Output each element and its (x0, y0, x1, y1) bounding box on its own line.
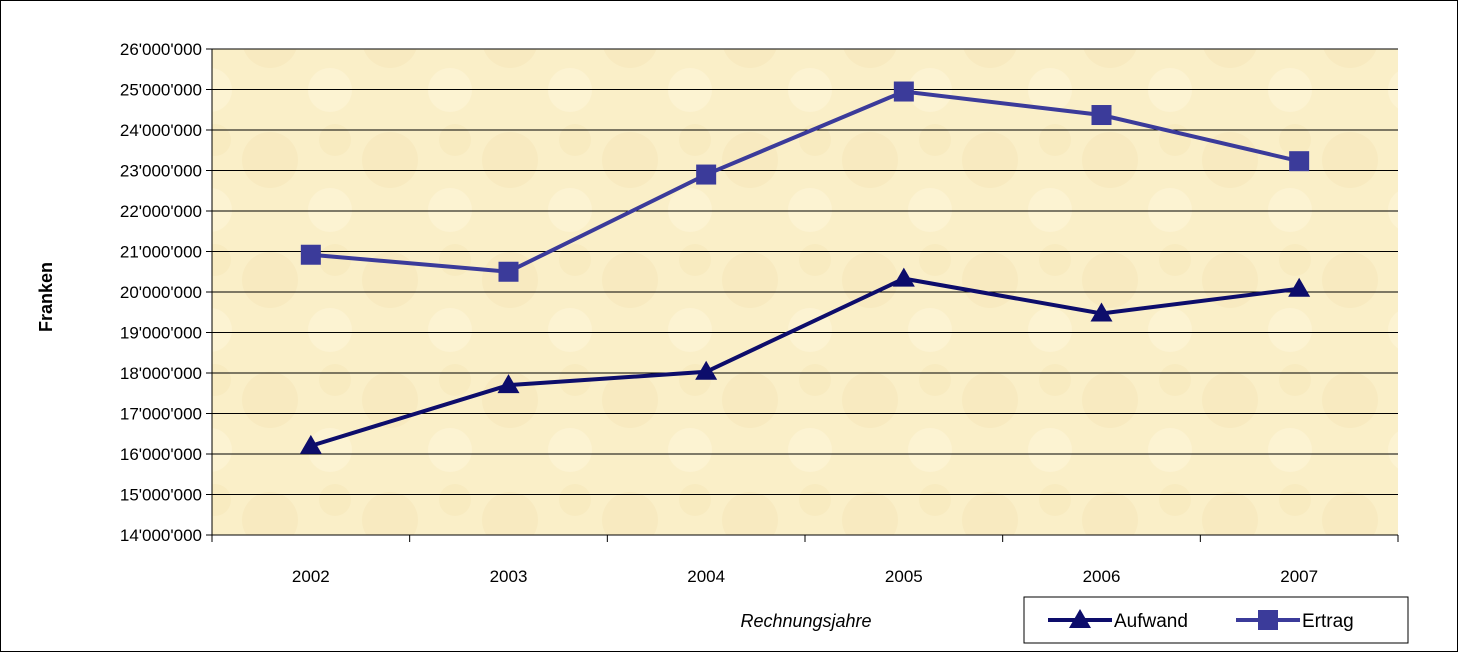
data-point (299, 434, 322, 454)
legend-label: Ertrag (1302, 611, 1354, 632)
x-tick-label: 2005 (885, 567, 923, 586)
series-line (310, 276, 1300, 448)
legend-marker (1258, 610, 1278, 630)
data-point (300, 244, 321, 265)
series-line (310, 89, 1300, 274)
y-tick-label: 19'000'000 (120, 324, 202, 343)
data-point (498, 261, 519, 282)
y-tick-label: 14'000'000 (120, 526, 202, 545)
x-tick-label: 2002 (292, 567, 330, 586)
series-ertrag (300, 81, 1310, 282)
y-tick-label: 21'000'000 (120, 243, 202, 262)
legend-marker (1069, 609, 1091, 628)
y-tick-label: 25'000'000 (120, 81, 202, 100)
data-point (1288, 277, 1311, 297)
x-axis-title: Rechnungsjahre (740, 611, 871, 631)
x-tick-label: 2006 (1083, 567, 1121, 586)
data-point (497, 374, 520, 394)
series-aufwand (299, 267, 1311, 454)
legend: Aufwand Ertrag (1023, 596, 1409, 644)
y-tick-label: 18'000'000 (120, 364, 202, 383)
y-axis-title: Franken (36, 262, 56, 332)
data-point (1091, 105, 1112, 126)
y-tick-label: 16'000'000 (120, 445, 202, 464)
data-point (1090, 302, 1113, 322)
x-tick-label: 2003 (490, 567, 528, 586)
data-point (696, 164, 717, 185)
legend-label: Aufwand (1114, 611, 1188, 632)
y-tick-label: 15'000'000 (120, 486, 202, 505)
y-tick-label: 20'000'000 (120, 283, 202, 302)
x-tick-label: 2007 (1280, 567, 1318, 586)
data-point (1289, 151, 1310, 172)
data-point (695, 360, 718, 380)
x-tick-label: 2004 (687, 567, 725, 586)
data-point (893, 81, 914, 102)
y-tick-label: 17'000'000 (120, 405, 202, 424)
y-tick-label: 22'000'000 (120, 202, 202, 221)
y-tick-label: 26'000'000 (120, 40, 202, 59)
data-point (892, 267, 915, 287)
y-tick-label: 23'000'000 (120, 162, 202, 181)
legend-item: Ertrag (1236, 610, 1354, 632)
legend-item: Aufwand (1048, 609, 1188, 632)
y-tick-label: 24'000'000 (120, 121, 202, 140)
